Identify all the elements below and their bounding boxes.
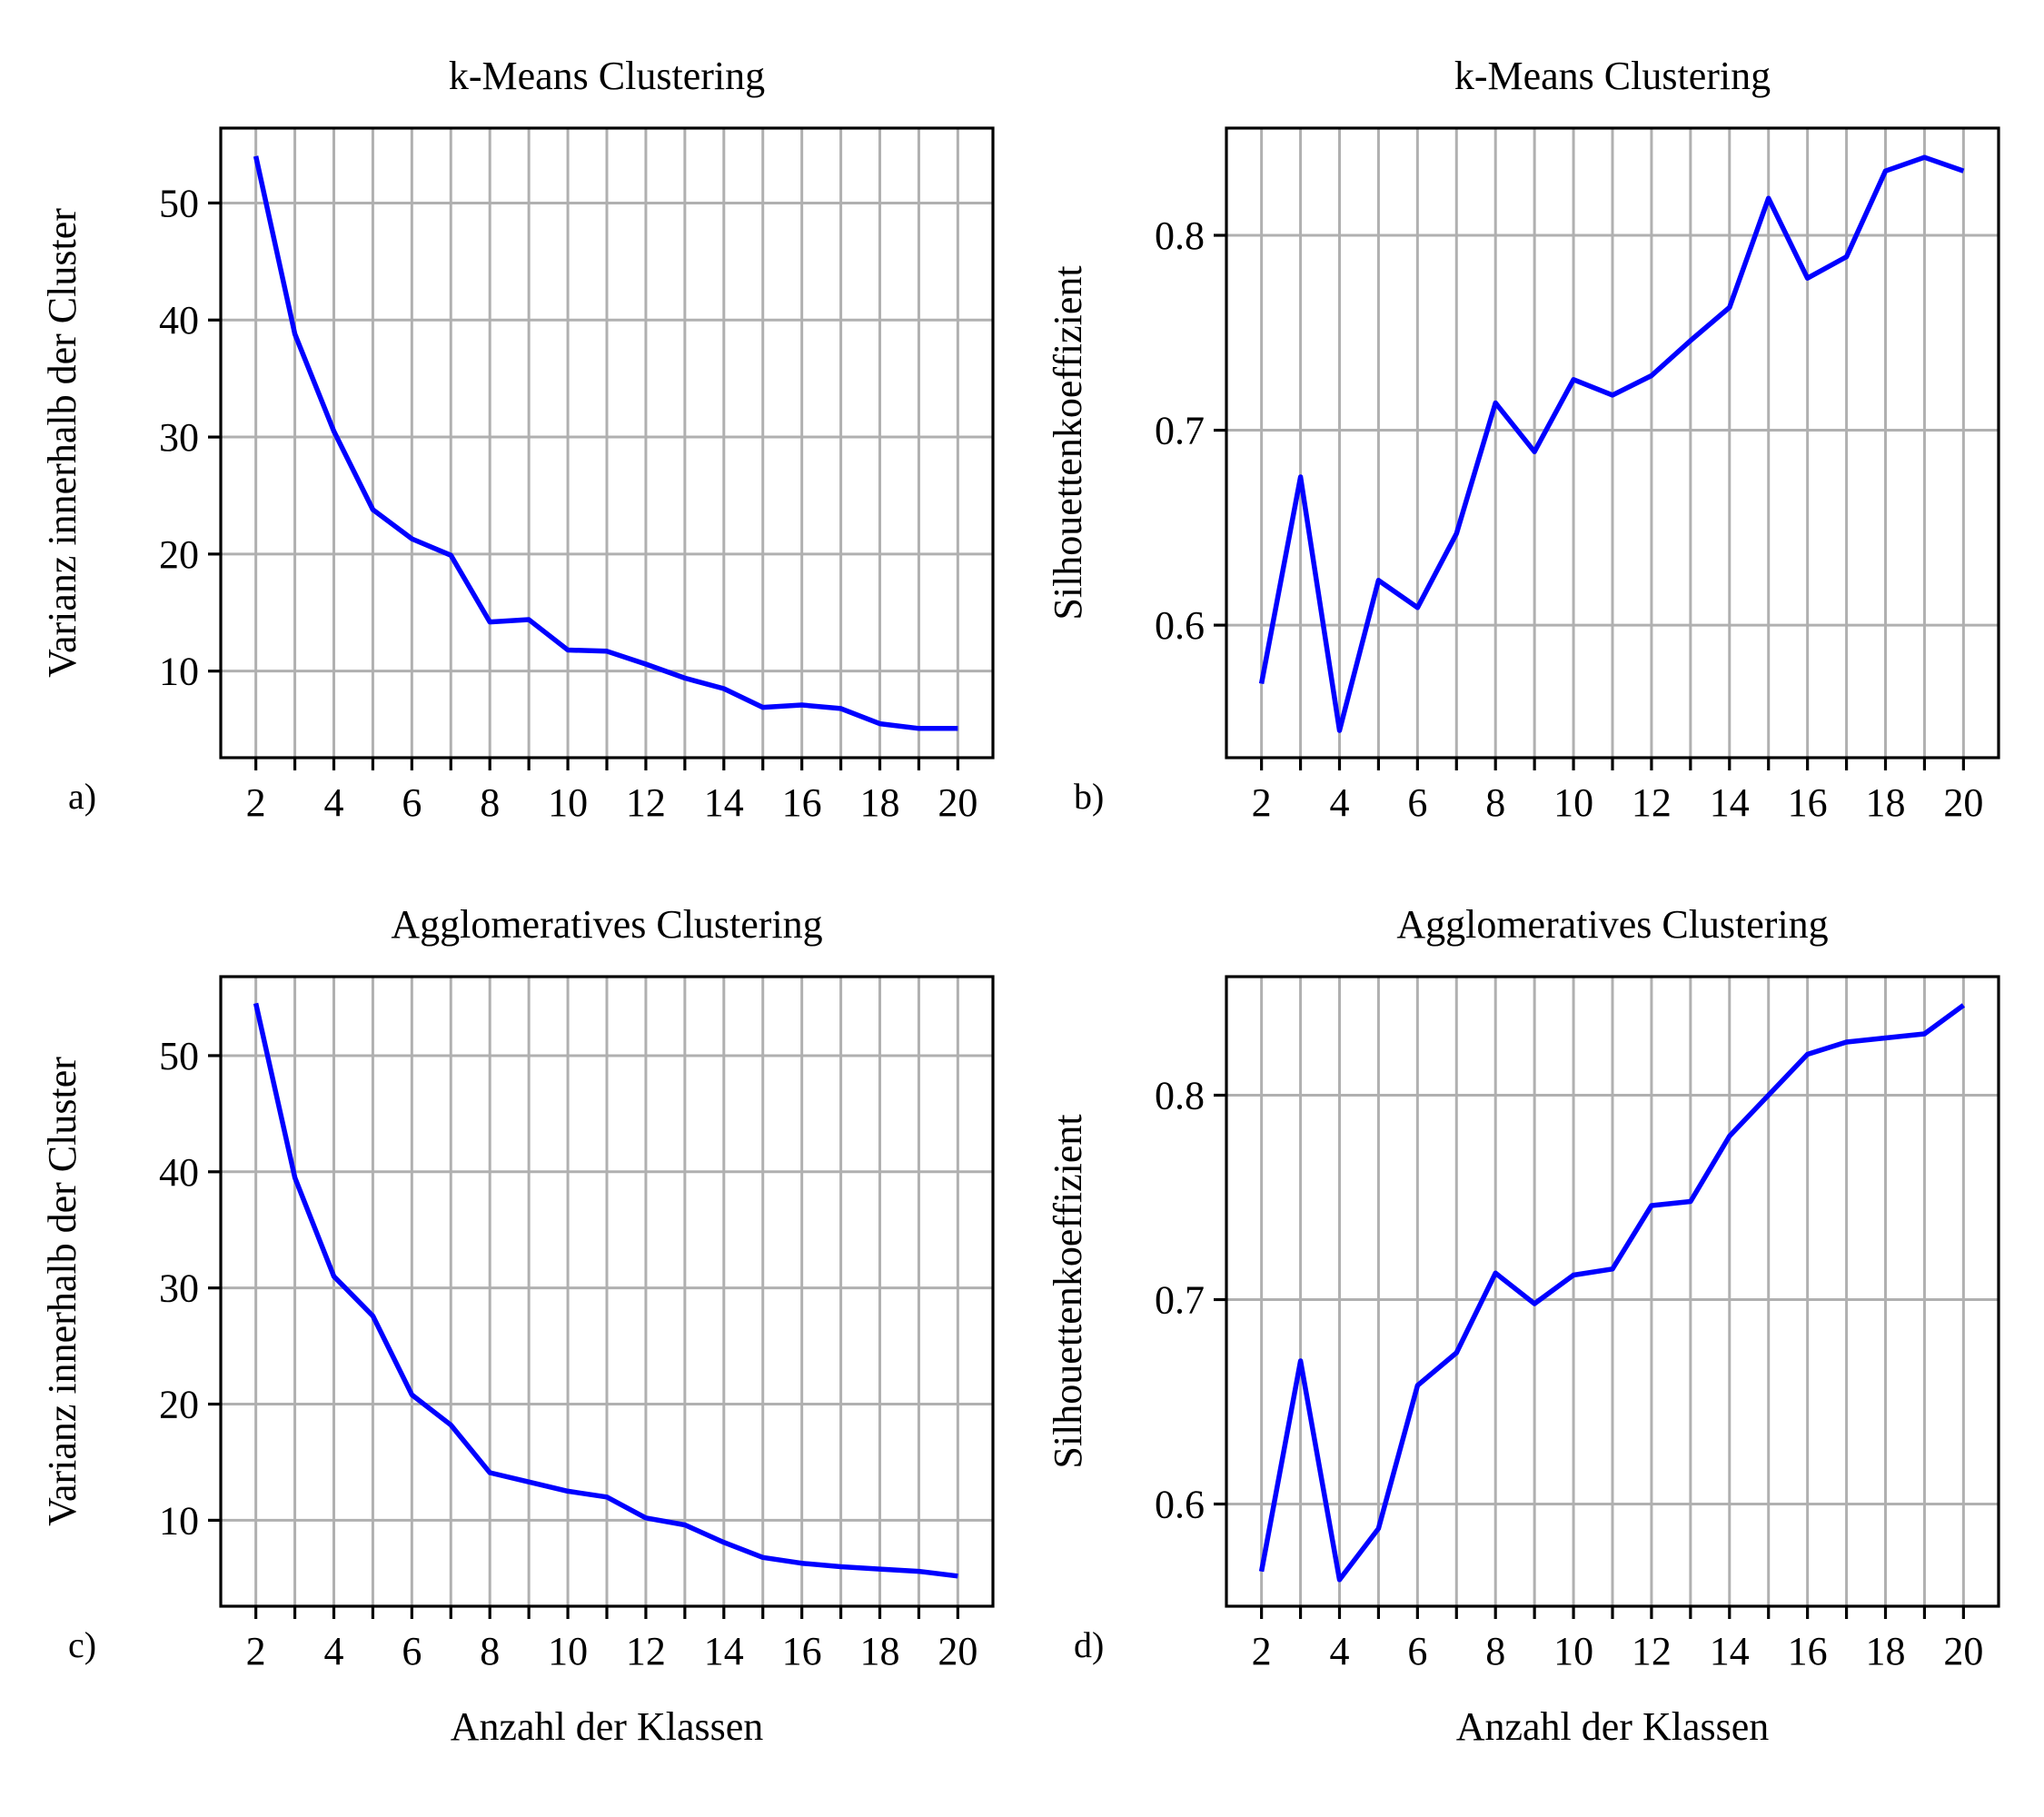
- y-axis-label: Silhouettenkoeffizient: [1046, 265, 1090, 620]
- x-tick-label: 4: [323, 780, 343, 825]
- x-tick-label: 14: [1710, 780, 1750, 825]
- panel-label: a): [68, 776, 96, 817]
- y-tick-label: 10: [159, 1498, 199, 1543]
- x-tick-label: 4: [1329, 1629, 1349, 1673]
- chart-panel: 2 4 6 8 10 12 14 16 18 20 0.6 0.7 0.8 k-Means Cluster…: [1046, 54, 2000, 825]
- x-tick-label: 6: [1407, 780, 1427, 825]
- x-tick-label: 14: [1710, 1629, 1750, 1673]
- x-tick-label: 12: [626, 1629, 666, 1673]
- x-tick-label: 16: [1788, 1629, 1828, 1673]
- y-tick-label: 0.6: [1155, 1483, 1205, 1527]
- panel-label: b): [1074, 776, 1104, 817]
- x-tick-label: 2: [1252, 780, 1272, 825]
- chart-title: Agglomeratives Clustering: [1396, 902, 1828, 947]
- y-tick-label: 30: [159, 415, 199, 460]
- x-tick-label: 8: [1485, 1629, 1505, 1673]
- x-tick-label: 6: [402, 780, 422, 825]
- x-tick-label: 8: [480, 1629, 500, 1673]
- y-tick-label: 10: [159, 650, 199, 694]
- x-axis-label: Anzahl der Klassen: [451, 1704, 764, 1749]
- x-tick-label: 14: [704, 780, 744, 825]
- x-tick-label: 16: [1788, 780, 1828, 825]
- x-tick-label: 12: [626, 780, 666, 825]
- x-tick-label: 12: [1632, 1629, 1672, 1673]
- y-tick-label: 30: [159, 1266, 199, 1311]
- panel-label: c): [68, 1624, 96, 1665]
- y-tick-label: 0.7: [1155, 1278, 1205, 1323]
- x-tick-label: 10: [1553, 780, 1593, 825]
- x-tick-label: 18: [1866, 1629, 1906, 1673]
- x-tick-label: 16: [782, 780, 822, 825]
- chart-panel: 2 4 6 8 10 12 14 16 18 20 0.6 0.7 0.8 Agglomeratives …: [1046, 902, 2000, 1749]
- y-tick-label: 0.8: [1155, 213, 1205, 258]
- y-axis-label: Silhouettenkoeffizient: [1046, 1114, 1090, 1468]
- x-tick-label: 6: [1407, 1629, 1427, 1673]
- x-tick-label: 8: [480, 780, 500, 825]
- x-tick-label: 16: [782, 1629, 822, 1673]
- x-tick-label: 2: [246, 780, 266, 825]
- x-tick-label: 20: [1943, 780, 1983, 825]
- x-tick-label: 20: [1943, 1629, 1983, 1673]
- x-tick-label: 2: [1252, 1629, 1272, 1673]
- y-tick-label: 50: [159, 1034, 199, 1078]
- y-tick-label: 0.8: [1155, 1074, 1205, 1118]
- x-axis-label: Anzahl der Klassen: [1456, 1704, 1770, 1749]
- x-tick-label: 10: [548, 780, 588, 825]
- x-tick-label: 18: [860, 780, 900, 825]
- y-tick-label: 20: [159, 1383, 199, 1427]
- chart-title: k-Means Clustering: [449, 54, 765, 98]
- y-tick-label: 40: [159, 298, 199, 343]
- chart-panel: 2 4 6 8 10 12 14 16 18 20 10 20 30 40 50 Agglomeratives…: [40, 902, 995, 1749]
- y-tick-label: 0.7: [1155, 409, 1205, 453]
- x-tick-label: 20: [938, 780, 977, 825]
- y-tick-label: 0.6: [1155, 603, 1205, 648]
- y-tick-label: 40: [159, 1150, 199, 1195]
- x-tick-label: 4: [1329, 780, 1349, 825]
- x-tick-label: 18: [860, 1629, 900, 1673]
- x-tick-label: 14: [704, 1629, 744, 1673]
- x-tick-label: 10: [1553, 1629, 1593, 1673]
- x-tick-label: 20: [938, 1629, 977, 1673]
- x-tick-label: 6: [402, 1629, 422, 1673]
- panel-label: d): [1074, 1624, 1104, 1665]
- x-tick-label: 4: [323, 1629, 343, 1673]
- chart-title: Agglomeratives Clustering: [391, 902, 822, 947]
- y-axis-label: Varianz innerhalb der Cluster: [40, 1057, 84, 1526]
- x-tick-label: 12: [1632, 780, 1672, 825]
- x-tick-label: 2: [246, 1629, 266, 1673]
- x-tick-label: 8: [1485, 780, 1505, 825]
- y-axis-label: Varianz innerhalb der Cluster: [40, 208, 84, 678]
- x-tick-label: 10: [548, 1629, 588, 1673]
- x-tick-label: 18: [1866, 780, 1906, 825]
- y-tick-label: 20: [159, 532, 199, 577]
- y-tick-label: 50: [159, 181, 199, 225]
- chart-title: k-Means Clustering: [1454, 54, 1771, 98]
- chart-panel: 2 4 6 8 10 12 14 16 18 20 10 20 30 40 50 k-Means Cluste…: [40, 54, 995, 825]
